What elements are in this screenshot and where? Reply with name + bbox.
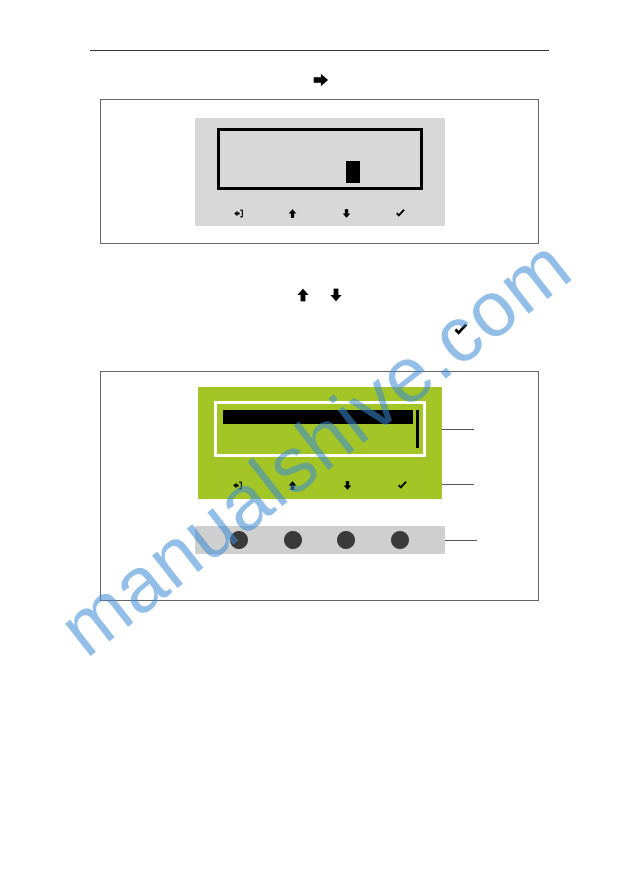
arrow-up-icon <box>287 208 298 219</box>
manual-page <box>0 0 629 641</box>
panel2-button-row <box>218 480 422 491</box>
callout-line-buttons <box>442 484 474 485</box>
panel2-device <box>195 384 445 554</box>
physical-button <box>391 531 409 549</box>
check-row <box>90 322 469 343</box>
panel2-top-housing <box>195 384 445 502</box>
exit-icon <box>232 480 243 491</box>
panel1-device <box>195 118 445 226</box>
arrow-right-row <box>90 71 549 89</box>
top-rule <box>90 50 549 51</box>
panel2-title-bar <box>223 410 413 424</box>
panel2-scrollbar <box>416 410 419 448</box>
callout-line-screen <box>442 429 474 430</box>
check-icon <box>395 208 406 219</box>
panel2-physical-buttons <box>195 526 445 554</box>
panel2-screen <box>214 401 426 457</box>
arrow-up-icon <box>295 287 311 303</box>
exit-icon <box>233 208 244 219</box>
mid-arrows-row <box>90 286 549 304</box>
arrow-up-icon <box>287 480 298 491</box>
panel1-screen <box>217 128 423 190</box>
arrow-down-icon <box>341 208 352 219</box>
display-panel-2 <box>100 371 539 601</box>
physical-button <box>284 531 302 549</box>
arrow-down-icon <box>328 287 344 303</box>
callout-line-physical <box>445 540 477 541</box>
display-panel-1 <box>100 99 539 244</box>
arrow-right-icon <box>311 71 329 89</box>
panel1-cursor-block <box>346 161 360 183</box>
check-icon <box>397 480 408 491</box>
physical-button <box>230 531 248 549</box>
physical-button <box>337 531 355 549</box>
check-icon <box>453 322 469 338</box>
arrow-down-icon <box>342 480 353 491</box>
panel1-button-row <box>219 208 421 219</box>
